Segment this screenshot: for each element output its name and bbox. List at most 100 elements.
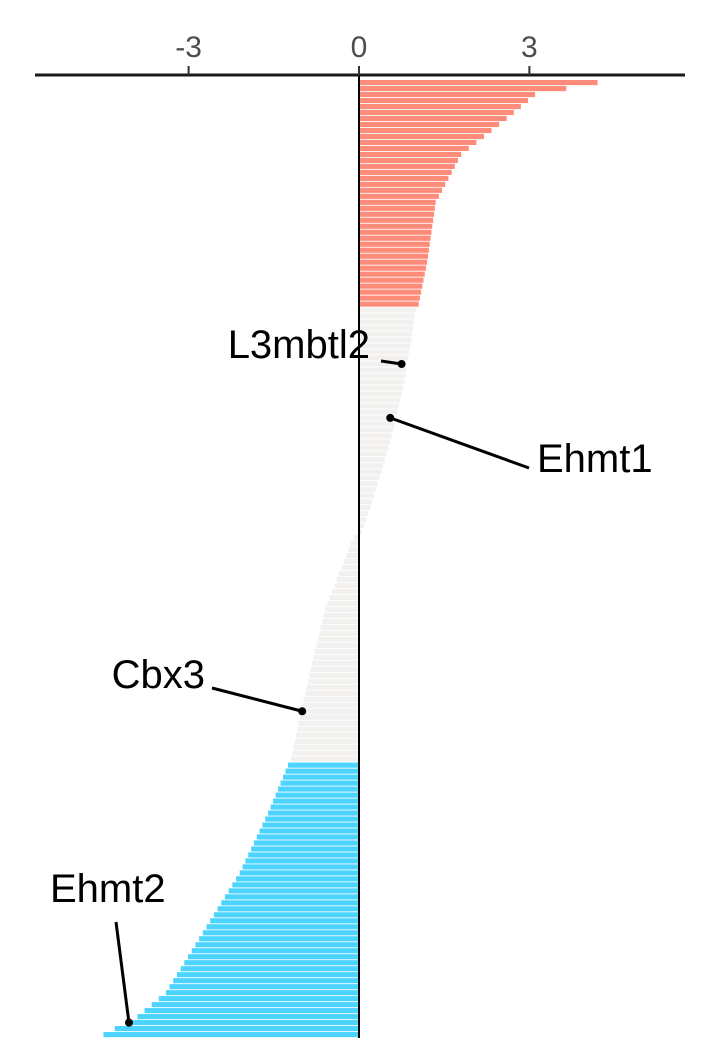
bar-down xyxy=(114,1026,359,1032)
bar-up xyxy=(359,97,528,104)
bar-up xyxy=(359,169,452,175)
bar-up xyxy=(359,139,477,146)
x-tick-label: -3 xyxy=(175,31,202,64)
bar-up xyxy=(359,241,430,247)
bar-ns xyxy=(327,600,359,607)
bar-up xyxy=(359,157,459,163)
bar-down xyxy=(199,936,359,942)
bar-up xyxy=(359,289,422,295)
gene-annotations: L3mbtl2 Ehmt1 Cbx3 Ehmt2 xyxy=(50,323,653,1027)
bar-down xyxy=(259,828,359,834)
bar-down xyxy=(256,834,359,840)
bar-ns xyxy=(290,756,359,762)
bar-ns xyxy=(300,714,359,720)
bar-down xyxy=(188,954,359,960)
bar-ns xyxy=(359,523,364,529)
bar-up xyxy=(359,271,425,277)
bar-ns xyxy=(305,690,359,696)
bar-ns xyxy=(329,594,359,601)
bar-up xyxy=(359,91,536,98)
bar-ns xyxy=(317,636,359,642)
bar-up xyxy=(359,283,423,289)
bar-up xyxy=(359,109,514,116)
bar-down xyxy=(169,984,359,990)
bar-down xyxy=(239,870,359,876)
gene-label-ehmt1: Ehmt1 xyxy=(537,437,653,481)
bar-up xyxy=(359,253,429,259)
gene-label-l3mbtl2: L3mbtl2 xyxy=(228,323,370,367)
bar-ns xyxy=(336,576,359,583)
bar-down xyxy=(236,876,359,882)
bar-ns xyxy=(306,684,359,690)
bar-ns xyxy=(353,535,359,541)
bar-down xyxy=(283,774,359,780)
bar-ns xyxy=(359,451,387,457)
bar-up xyxy=(359,181,446,187)
gene-label-cbx3: Cbx3 xyxy=(112,653,205,697)
bar-up xyxy=(359,145,469,152)
bars-layer xyxy=(103,80,598,1038)
bar-ns xyxy=(359,379,405,385)
bar-up xyxy=(359,229,432,235)
x-tick-label: 0 xyxy=(351,31,368,64)
bar-up xyxy=(359,277,424,283)
bar-down xyxy=(144,1008,359,1014)
bar-up xyxy=(359,217,434,223)
annotation-point xyxy=(397,359,406,368)
bar-ns xyxy=(292,750,359,756)
bar-down xyxy=(273,798,359,804)
bar-down xyxy=(275,792,359,798)
bar-ns xyxy=(359,463,384,469)
bar-ns xyxy=(359,313,415,319)
bar-up xyxy=(359,193,439,199)
bar-ns xyxy=(359,499,373,505)
bar-up xyxy=(359,301,419,307)
bar-ns xyxy=(359,481,378,487)
bar-ns xyxy=(359,529,362,535)
bar-down xyxy=(158,996,359,1002)
bar-ns xyxy=(359,361,402,367)
bar-ns xyxy=(359,319,414,325)
bar-ns xyxy=(359,307,416,313)
bar-ns xyxy=(359,367,407,373)
bar-down xyxy=(280,780,359,786)
bar-ns xyxy=(359,487,376,493)
bar-down xyxy=(265,816,359,822)
bar-up xyxy=(359,133,484,140)
bar-up xyxy=(359,205,435,211)
bar-up xyxy=(359,115,507,122)
bar-ns xyxy=(359,505,371,511)
bar-ns xyxy=(339,570,359,577)
annotation-leader-line xyxy=(389,416,530,470)
bar-ns xyxy=(359,415,391,421)
bar-up xyxy=(359,163,455,169)
bar-ns xyxy=(320,624,359,631)
bar-up xyxy=(359,199,436,205)
x-tick-label: 3 xyxy=(521,31,538,64)
bar-ns xyxy=(359,403,399,409)
bar-ns xyxy=(359,445,389,451)
bar-down xyxy=(103,1032,360,1038)
bar-up xyxy=(359,223,433,229)
bar-up xyxy=(359,175,449,181)
bar-up xyxy=(359,127,492,134)
bar-down xyxy=(253,840,359,846)
bar-down xyxy=(268,810,359,816)
bar-ns xyxy=(359,469,382,475)
bar-ns xyxy=(359,517,367,523)
bar-up xyxy=(359,247,429,253)
bar-up xyxy=(359,103,521,110)
bar-ns xyxy=(359,355,409,361)
bar-ns xyxy=(307,678,359,684)
gene-label-ehmt2: Ehmt2 xyxy=(50,867,166,911)
bar-ns xyxy=(359,397,401,403)
bar-down xyxy=(210,918,359,924)
bar-down xyxy=(217,906,359,912)
bar-ns xyxy=(310,666,359,672)
bar-down xyxy=(180,966,359,972)
bar-down xyxy=(245,858,359,864)
bar-up xyxy=(359,265,426,271)
bar-ns xyxy=(359,385,404,391)
bar-ns xyxy=(314,648,359,654)
